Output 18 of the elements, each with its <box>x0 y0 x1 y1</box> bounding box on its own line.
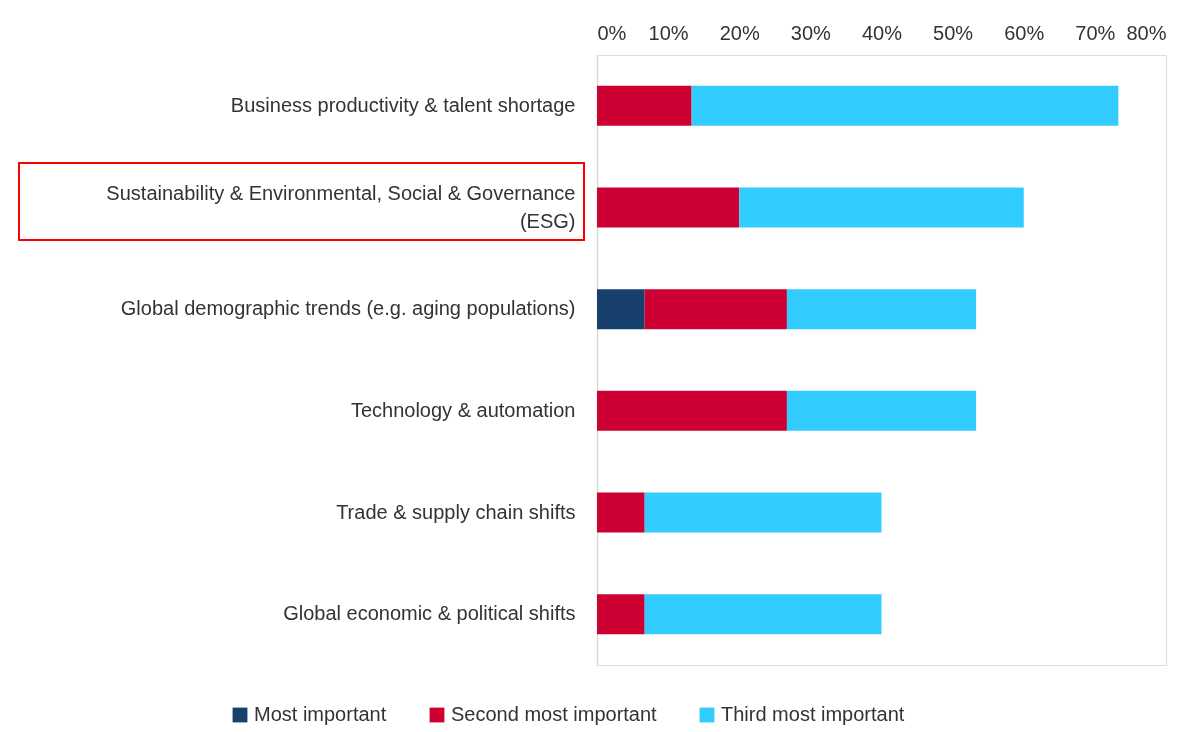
x-tick-label: 50% <box>933 21 974 44</box>
y-tick-label: Global demographic trends (e.g. aging populations) <box>120 297 576 320</box>
y-tick-label: Technology & automation <box>350 398 576 421</box>
y-tick-label: Sustainability & Environmental, Social & Governance (ESG) <box>106 181 576 232</box>
legend-label: Most important <box>254 703 387 725</box>
legend-label: Second most important <box>451 703 658 725</box>
y-tick-label: Trade & supply chain shifts <box>336 500 576 523</box>
legend-label: Third most important <box>721 703 905 725</box>
x-tick-label: 0% <box>597 21 627 44</box>
x-tick-label: 40% <box>861 21 903 44</box>
x-tick-label: 70% <box>1075 21 1116 44</box>
x-tick-label: 60% <box>1004 21 1045 44</box>
y-tick-label: Business productivity & talent shortage <box>230 93 576 116</box>
y-tick-label: Global economic & political shifts <box>283 602 576 625</box>
x-tick-label: 80% <box>1126 21 1167 44</box>
x-tick-label: 30% <box>790 21 832 44</box>
x-tick-label: 10% <box>648 21 689 44</box>
x-tick-label: 20% <box>719 21 760 44</box>
